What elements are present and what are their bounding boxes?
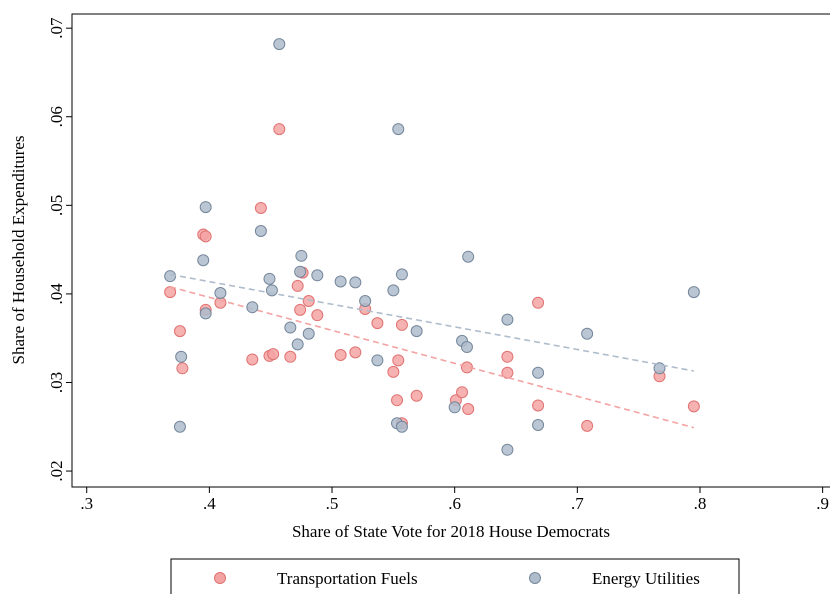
point <box>265 284 278 297</box>
point <box>501 350 514 363</box>
point <box>371 354 384 367</box>
point <box>501 366 514 379</box>
x-tick-label: .5 <box>326 494 339 513</box>
point <box>581 327 594 340</box>
point <box>448 401 461 414</box>
point <box>532 366 545 379</box>
point <box>302 294 315 307</box>
point <box>284 350 297 363</box>
x-tick-label: .7 <box>571 494 584 513</box>
point <box>246 301 259 314</box>
point <box>273 123 286 136</box>
point <box>334 275 347 288</box>
point <box>687 400 700 413</box>
point <box>302 327 315 340</box>
point <box>199 230 212 243</box>
point <box>532 418 545 431</box>
x-axis-label: Share of State Vote for 2018 House Democ… <box>292 522 610 541</box>
legend-marker <box>214 572 226 584</box>
point <box>273 38 286 51</box>
plot-frame <box>71 13 830 488</box>
point <box>456 386 469 399</box>
point <box>284 321 297 334</box>
x-tick-label: .6 <box>448 494 461 513</box>
x-tick-label: .9 <box>816 494 829 513</box>
point <box>176 362 189 375</box>
point <box>387 365 400 378</box>
point <box>532 399 545 412</box>
x-tick-label: .8 <box>694 494 707 513</box>
y-tick-label: .07 <box>47 17 66 39</box>
point <box>311 269 324 282</box>
legend-marker <box>529 572 541 584</box>
point <box>349 346 362 359</box>
legend-label: Energy Utilities <box>592 569 700 588</box>
point <box>460 341 473 354</box>
legend-box <box>170 558 740 594</box>
point <box>294 265 307 278</box>
point <box>294 303 307 316</box>
point <box>687 286 700 299</box>
point <box>462 250 475 263</box>
point <box>254 225 267 238</box>
point <box>501 443 514 456</box>
point <box>581 419 594 432</box>
point <box>246 353 259 366</box>
point <box>359 294 372 307</box>
point <box>199 307 212 320</box>
y-tick-label: .02 <box>47 460 66 481</box>
point <box>391 394 404 407</box>
point <box>395 318 408 331</box>
point <box>334 349 347 362</box>
point <box>214 287 227 300</box>
fit-line <box>169 273 694 372</box>
point <box>164 270 177 283</box>
point <box>295 249 308 262</box>
point <box>392 123 405 136</box>
y-tick-label: .04 <box>47 283 66 305</box>
point <box>395 268 408 281</box>
point <box>462 403 475 416</box>
point <box>254 201 267 214</box>
point <box>410 389 423 402</box>
point <box>173 325 186 338</box>
point <box>395 420 408 433</box>
point <box>291 338 304 351</box>
y-axis-label: Share of Household Expenditures <box>9 136 28 365</box>
y-tick-label: .06 <box>47 106 66 127</box>
point <box>371 317 384 330</box>
y-tick-label: .03 <box>47 372 66 393</box>
point <box>164 286 177 299</box>
point <box>263 272 276 285</box>
point <box>392 354 405 367</box>
x-tick-label: .3 <box>80 494 93 513</box>
point <box>291 279 304 292</box>
point <box>175 350 188 363</box>
point <box>501 313 514 326</box>
legend-label: Transportation Fuels <box>277 569 418 588</box>
y-tick-label: .05 <box>47 195 66 216</box>
point <box>410 325 423 338</box>
point <box>311 309 324 322</box>
point <box>197 254 210 267</box>
point <box>349 276 362 289</box>
x-tick-label: .4 <box>203 494 216 513</box>
point <box>267 348 280 361</box>
point <box>532 296 545 309</box>
point <box>173 420 186 433</box>
point <box>199 201 212 214</box>
point <box>387 284 400 297</box>
